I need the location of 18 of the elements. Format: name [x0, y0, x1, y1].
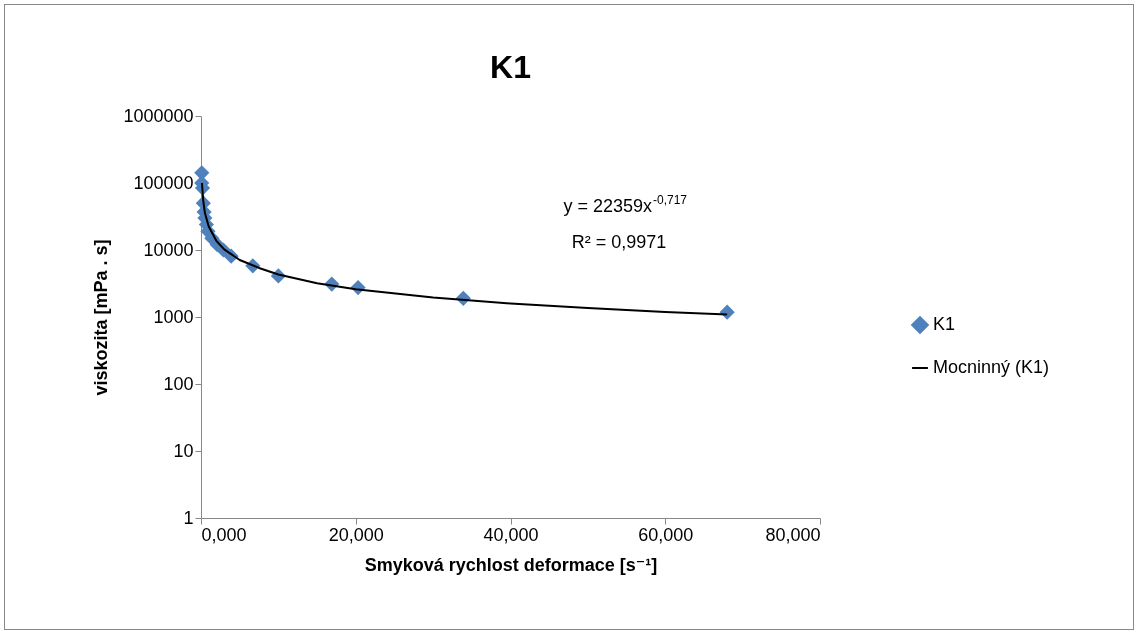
y-tick-label: 10 [173, 440, 194, 461]
y-tick-label: 10000 [143, 239, 194, 260]
y-tick-label: 100 [163, 373, 194, 394]
x-tick-label: 20,000 [328, 524, 384, 545]
x-tick-label: 40,000 [483, 524, 539, 545]
annotation: R² = 0,9971 [571, 232, 667, 252]
x-tick-label: 60,000 [638, 524, 694, 545]
x-axis-title: Smyková rychlost deformace [s⁻¹] [364, 554, 658, 575]
y-axis-title: viskozita [mPa . s] [91, 239, 112, 396]
x-tick-label: 0,000 [201, 524, 247, 545]
legend-label: Mocninný (K1) [933, 357, 1050, 377]
chart-title: K1 [490, 49, 531, 85]
y-tick-label: 100000 [133, 172, 194, 193]
y-tick-label: 1 [183, 507, 194, 528]
y-tick-label: 1000 [153, 306, 194, 327]
x-tick-label: 80,000 [765, 524, 821, 545]
legend-label: K1 [933, 314, 956, 334]
y-tick-label: 1000000 [123, 105, 194, 126]
